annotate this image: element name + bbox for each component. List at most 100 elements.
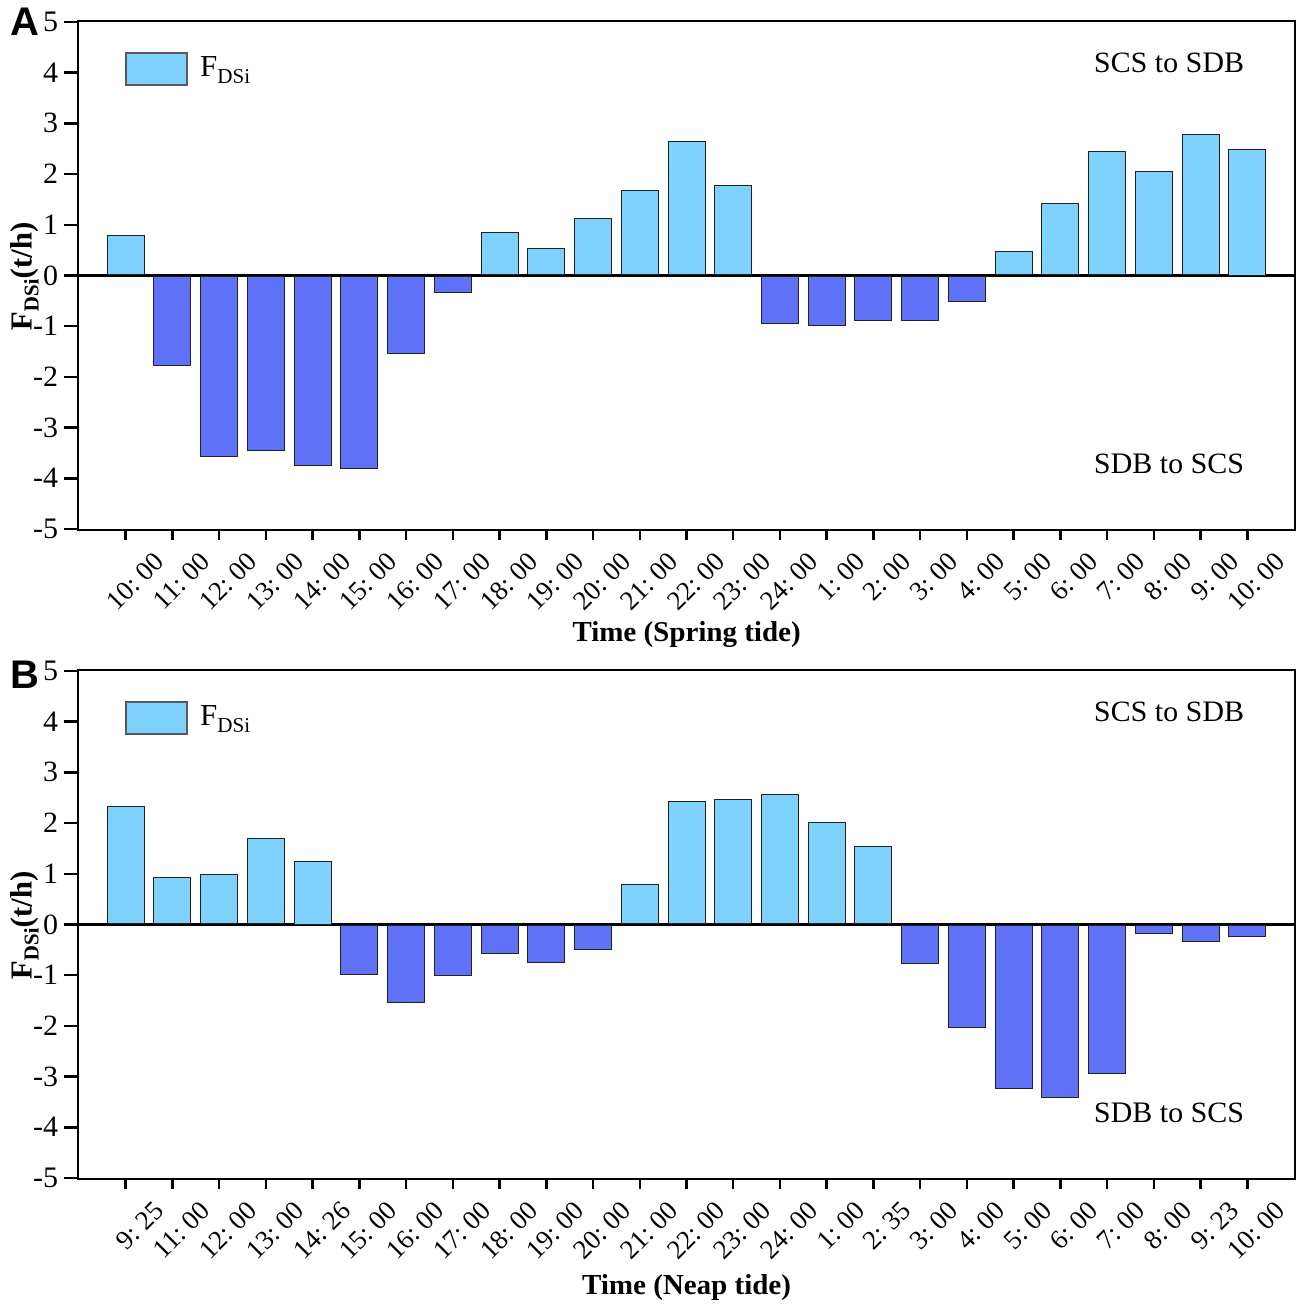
zero-axis-line [79, 274, 1294, 277]
bar-10-00 [1228, 924, 1267, 938]
x-tick-label: 3: 00 [903, 546, 964, 606]
bar-24-00 [760, 793, 799, 925]
y-tick-label: 0 [43, 258, 58, 292]
x-tick-mark [1059, 531, 1062, 540]
y-tick-mark [64, 426, 77, 429]
x-tick-mark [918, 531, 922, 540]
bar-11-00 [153, 275, 192, 366]
y-tick-label: 1 [43, 856, 58, 890]
y-tick-mark [64, 477, 77, 480]
y-tick-label: 2 [43, 157, 58, 191]
y-tick-mark [64, 973, 77, 977]
x-tick-mark [1105, 531, 1109, 540]
bar-22-00 [667, 140, 706, 276]
x-axis-title: Time (Spring tide) [572, 616, 801, 648]
x-tick-mark [731, 531, 735, 540]
x-tick-mark [731, 1180, 735, 1189]
x-tick-mark [1012, 531, 1015, 540]
bar-3-00 [901, 924, 940, 965]
bar-16-00 [387, 275, 426, 355]
x-tick-mark [311, 1180, 314, 1189]
bar-16-00 [387, 924, 426, 1004]
x-tick-mark [311, 531, 314, 540]
y-tick-label: -5 [33, 512, 58, 545]
x-tick-mark [217, 531, 221, 540]
panel-spring-tide: A FDSi(t/h) FDSi SCS to SDB SDB to SCS T… [0, 0, 1299, 653]
y-tick-label: 2 [43, 806, 58, 840]
x-tick-mark [965, 531, 969, 540]
bar-12-00 [200, 275, 239, 457]
bar-6-00 [1041, 924, 1080, 1098]
panel-neap-tide: B FDSi(t/h) FDSi SCS to SDB SDB to SCS T… [0, 653, 1299, 1307]
zero-axis-line [79, 923, 1294, 926]
x-tick-mark [1199, 1180, 1202, 1189]
bar-5-00 [994, 924, 1033, 1089]
bar-9-23 [1181, 924, 1220, 943]
x-axis-title: Time (Neap tide) [582, 1269, 791, 1301]
legend-swatch [125, 51, 188, 86]
x-tick-mark [685, 531, 688, 540]
bar-4-00 [947, 924, 986, 1029]
y-tick-mark [64, 872, 77, 876]
x-tick-mark [264, 531, 268, 540]
bar-20-00 [574, 217, 613, 276]
x-tick-mark [171, 531, 174, 540]
y-tick-label: 5 [43, 654, 58, 687]
x-tick-mark [638, 1180, 642, 1189]
annotation-sdb-to-scs: SDB to SCS [1093, 447, 1244, 480]
y-tick-mark [64, 1024, 77, 1028]
legend: FDSi [125, 697, 250, 738]
x-tick-label: 6: 00 [1043, 1195, 1104, 1255]
legend-label-subscript: DSi [217, 713, 251, 738]
panel-letter-b: B [10, 653, 39, 697]
plot-area-spring: FDSi SCS to SDB SDB to SCS [77, 20, 1296, 531]
x-tick-mark [171, 1180, 174, 1189]
x-tick-mark [638, 531, 642, 540]
bar-12-00 [200, 873, 239, 925]
x-tick-mark [358, 1180, 361, 1189]
x-tick-mark [1105, 1180, 1109, 1189]
bar-1-00 [807, 275, 846, 327]
annotation-scs-to-sdb: SCS to SDB [1093, 695, 1244, 728]
x-tick-mark [872, 531, 875, 540]
x-tick-mark [545, 531, 548, 540]
x-tick-mark [778, 531, 782, 540]
y-tick-mark [64, 20, 77, 24]
bar-13-00 [246, 275, 285, 452]
x-tick-mark [1012, 1180, 1015, 1189]
x-tick-label: 1: 00 [809, 546, 870, 606]
y-tick-label: -5 [33, 1161, 58, 1194]
y-tick-label: -4 [33, 461, 58, 495]
bar-23-00 [714, 798, 753, 925]
y-tick-label: -2 [33, 1008, 58, 1042]
bar-10-00 [106, 234, 145, 276]
panel-letter-a: A [10, 0, 39, 44]
x-tick-label: 6: 00 [1043, 546, 1104, 606]
x-tick-mark [217, 1180, 221, 1189]
y-tick-mark [64, 223, 77, 227]
bar-10-00 [1228, 148, 1267, 276]
x-tick-mark [498, 1180, 501, 1189]
x-tick-label: 2: 35 [856, 1195, 917, 1255]
y-tick-label: 4 [43, 55, 58, 89]
x-tick-mark [498, 531, 501, 540]
y-tick-label: -4 [33, 1110, 58, 1144]
bar-14-00 [293, 275, 332, 467]
x-tick-label: 7: 00 [1090, 1195, 1151, 1255]
x-tick-label: 4: 00 [950, 546, 1011, 606]
annotation-sdb-to-scs: SDB to SCS [1093, 1096, 1244, 1129]
bar-4-00 [947, 275, 986, 302]
bar-9-25 [106, 806, 145, 925]
bar-5-00 [994, 250, 1033, 276]
bar-8-00 [1134, 924, 1173, 935]
x-tick-mark [404, 531, 408, 540]
legend-swatch [125, 700, 188, 735]
bar-21-00 [620, 190, 659, 276]
y-tick-label: 3 [43, 755, 58, 789]
x-tick-label: 3: 00 [903, 1195, 964, 1255]
x-tick-mark [591, 1180, 595, 1189]
x-tick-mark [685, 1180, 688, 1189]
bar-9-00 [1181, 134, 1220, 276]
bar-21-00 [620, 883, 659, 925]
bar-7-00 [1088, 150, 1127, 276]
